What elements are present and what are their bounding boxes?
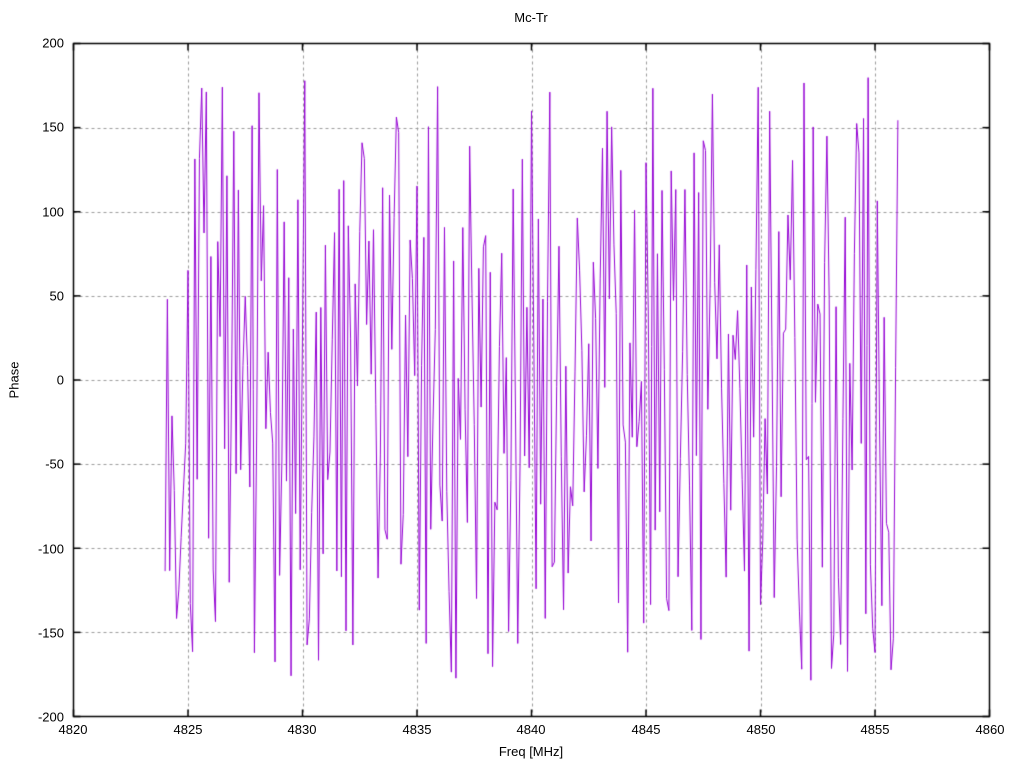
x-tick-label: 4820 <box>58 722 88 737</box>
y-tick-label: 50 <box>49 288 64 304</box>
x-tick-label: 4845 <box>631 722 661 737</box>
y-tick-label: -150 <box>37 625 64 641</box>
y-tick-label: -200 <box>37 709 64 725</box>
y-tick-label: 200 <box>42 35 64 51</box>
y-tick-label: 0 <box>56 372 64 388</box>
x-tick-label: 4835 <box>402 722 432 737</box>
y-tick-label: -50 <box>45 456 64 472</box>
x-tick-label: 4825 <box>173 722 203 737</box>
x-tick-label: 4860 <box>975 722 1005 737</box>
y-tick-label: 100 <box>42 204 64 220</box>
x-tick-label: 4840 <box>516 722 546 737</box>
y-tick-label: -100 <box>37 541 64 557</box>
y-axis-label: Phase <box>6 361 22 399</box>
x-tick-label: 4830 <box>287 722 317 737</box>
y-tick-label: 150 <box>42 119 64 135</box>
x-axis-label: Freq [MHz] <box>498 744 564 759</box>
x-tick-label: 4850 <box>746 722 776 737</box>
chart-title: Mc-Tr <box>514 10 548 25</box>
x-tick-label: 4855 <box>860 722 890 737</box>
